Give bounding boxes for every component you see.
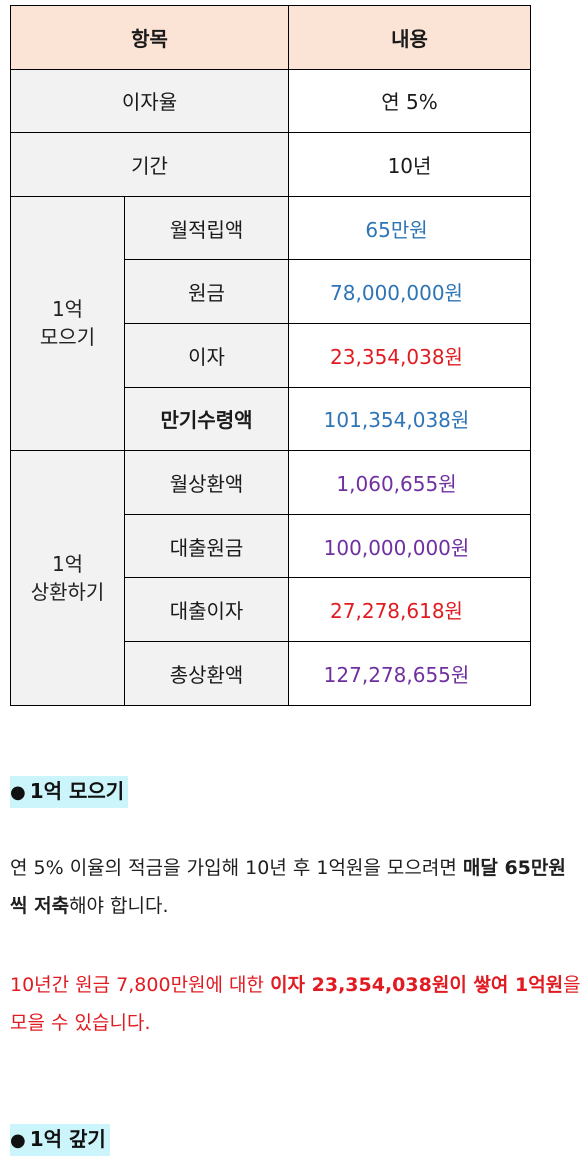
table-row: 대출원금 100,000,000원: [11, 513, 531, 579]
repay-group-label: 1억 상환하기: [10, 450, 125, 706]
table-row: 대출이자 27,278,618원: [11, 577, 531, 642]
total-repayment-value: 127,278,655원: [288, 640, 531, 706]
monthly-repayment-label: 월상환액: [124, 450, 289, 515]
repay-group-label-line1: 1억: [51, 551, 84, 576]
table-row: 만기수령액 101,354,038원: [11, 386, 531, 452]
interest-paragraph: 10년간 원금 7,800만원에 대한 이자 23,354,038원이 쌓여 1…: [10, 966, 582, 1042]
bullet-icon: ●: [10, 1130, 26, 1151]
principal-value: 78,000,000원: [288, 259, 531, 324]
interest-value: 23,354,038원: [288, 322, 531, 388]
period-value: 10년: [288, 132, 531, 197]
table-row: 1억 모으기 월적립액 65만원: [10, 195, 531, 452]
interest-paragraph-bold: 이자 23,354,038원이 쌓여 1억원: [270, 974, 564, 996]
table-row: 총상환액 127,278,655원: [11, 640, 531, 706]
saving-paragraph-bold: 매달 65만원씩 저축: [10, 857, 566, 917]
principal-label: 원금: [124, 259, 289, 324]
loan-principal-label: 대출원금: [124, 513, 289, 579]
maturity-amount-value: 101,354,038원: [288, 386, 531, 452]
monthly-repayment-value: 1,060,655원: [288, 450, 531, 515]
table-row: 이자율 연 5%: [10, 68, 531, 134]
saving-paragraph: 연 5% 이율의 적금을 가입해 10년 후 1억원을 모으려면 매달 65만원…: [10, 849, 582, 925]
section-heading-saving: ● 1억 모으기: [10, 776, 129, 808]
interest-rate-value: 연 5%: [288, 68, 531, 134]
savings-loan-table: 항목 내용 이자율 연 5% 기간 10년 1억 모으기 월적립액 65만원 원…: [10, 5, 531, 706]
saving-group-label-line1: 1억: [51, 297, 84, 322]
table-row: 기간 10년: [10, 132, 531, 197]
table-row: 원금 78,000,000원: [11, 259, 531, 324]
saving-paragraph-text-a: 연 5% 이율의 적금을 가입해 10년 후 1억원을 모으려면: [10, 857, 463, 879]
section-heading-repay-text: 1억 갚기: [29, 1127, 106, 1151]
section-heading-saving-text: 1억 모으기: [29, 779, 125, 803]
period-label: 기간: [10, 132, 289, 197]
bullet-icon: ●: [10, 782, 26, 803]
section-heading-repay: ● 1억 갚기: [10, 1124, 110, 1156]
interest-rate-label: 이자율: [10, 68, 289, 134]
total-repayment-label: 총상환액: [124, 640, 289, 706]
table-row: 1억 상환하기 월상환액 1,060,655원: [10, 450, 531, 706]
loan-interest-value: 27,278,618원: [288, 577, 531, 642]
interest-label: 이자: [124, 322, 289, 388]
interest-paragraph-text-a: 10년간 원금 7,800만원에 대한: [10, 974, 271, 996]
saving-paragraph-text-b: 해야 합니다.: [69, 895, 169, 917]
repay-group-label-line2: 상환하기: [30, 579, 105, 604]
monthly-deposit-value: 65만원: [288, 195, 531, 261]
maturity-amount-label: 만기수령액: [124, 386, 289, 452]
table-header-row: 항목 내용: [10, 5, 531, 70]
monthly-deposit-label: 월적립액: [124, 195, 289, 261]
interest-paragraph-text-b: 을 모을 수 있습니다.: [10, 974, 581, 1034]
loan-interest-label: 대출이자: [124, 577, 289, 642]
saving-group-label: 1억 모으기: [10, 195, 125, 452]
table-row: 이자 23,354,038원: [11, 322, 531, 388]
saving-group-label-line2: 모으기: [39, 325, 96, 350]
header-item: 항목: [10, 5, 289, 70]
loan-principal-value: 100,000,000원: [288, 513, 531, 579]
header-content: 내용: [288, 5, 531, 70]
